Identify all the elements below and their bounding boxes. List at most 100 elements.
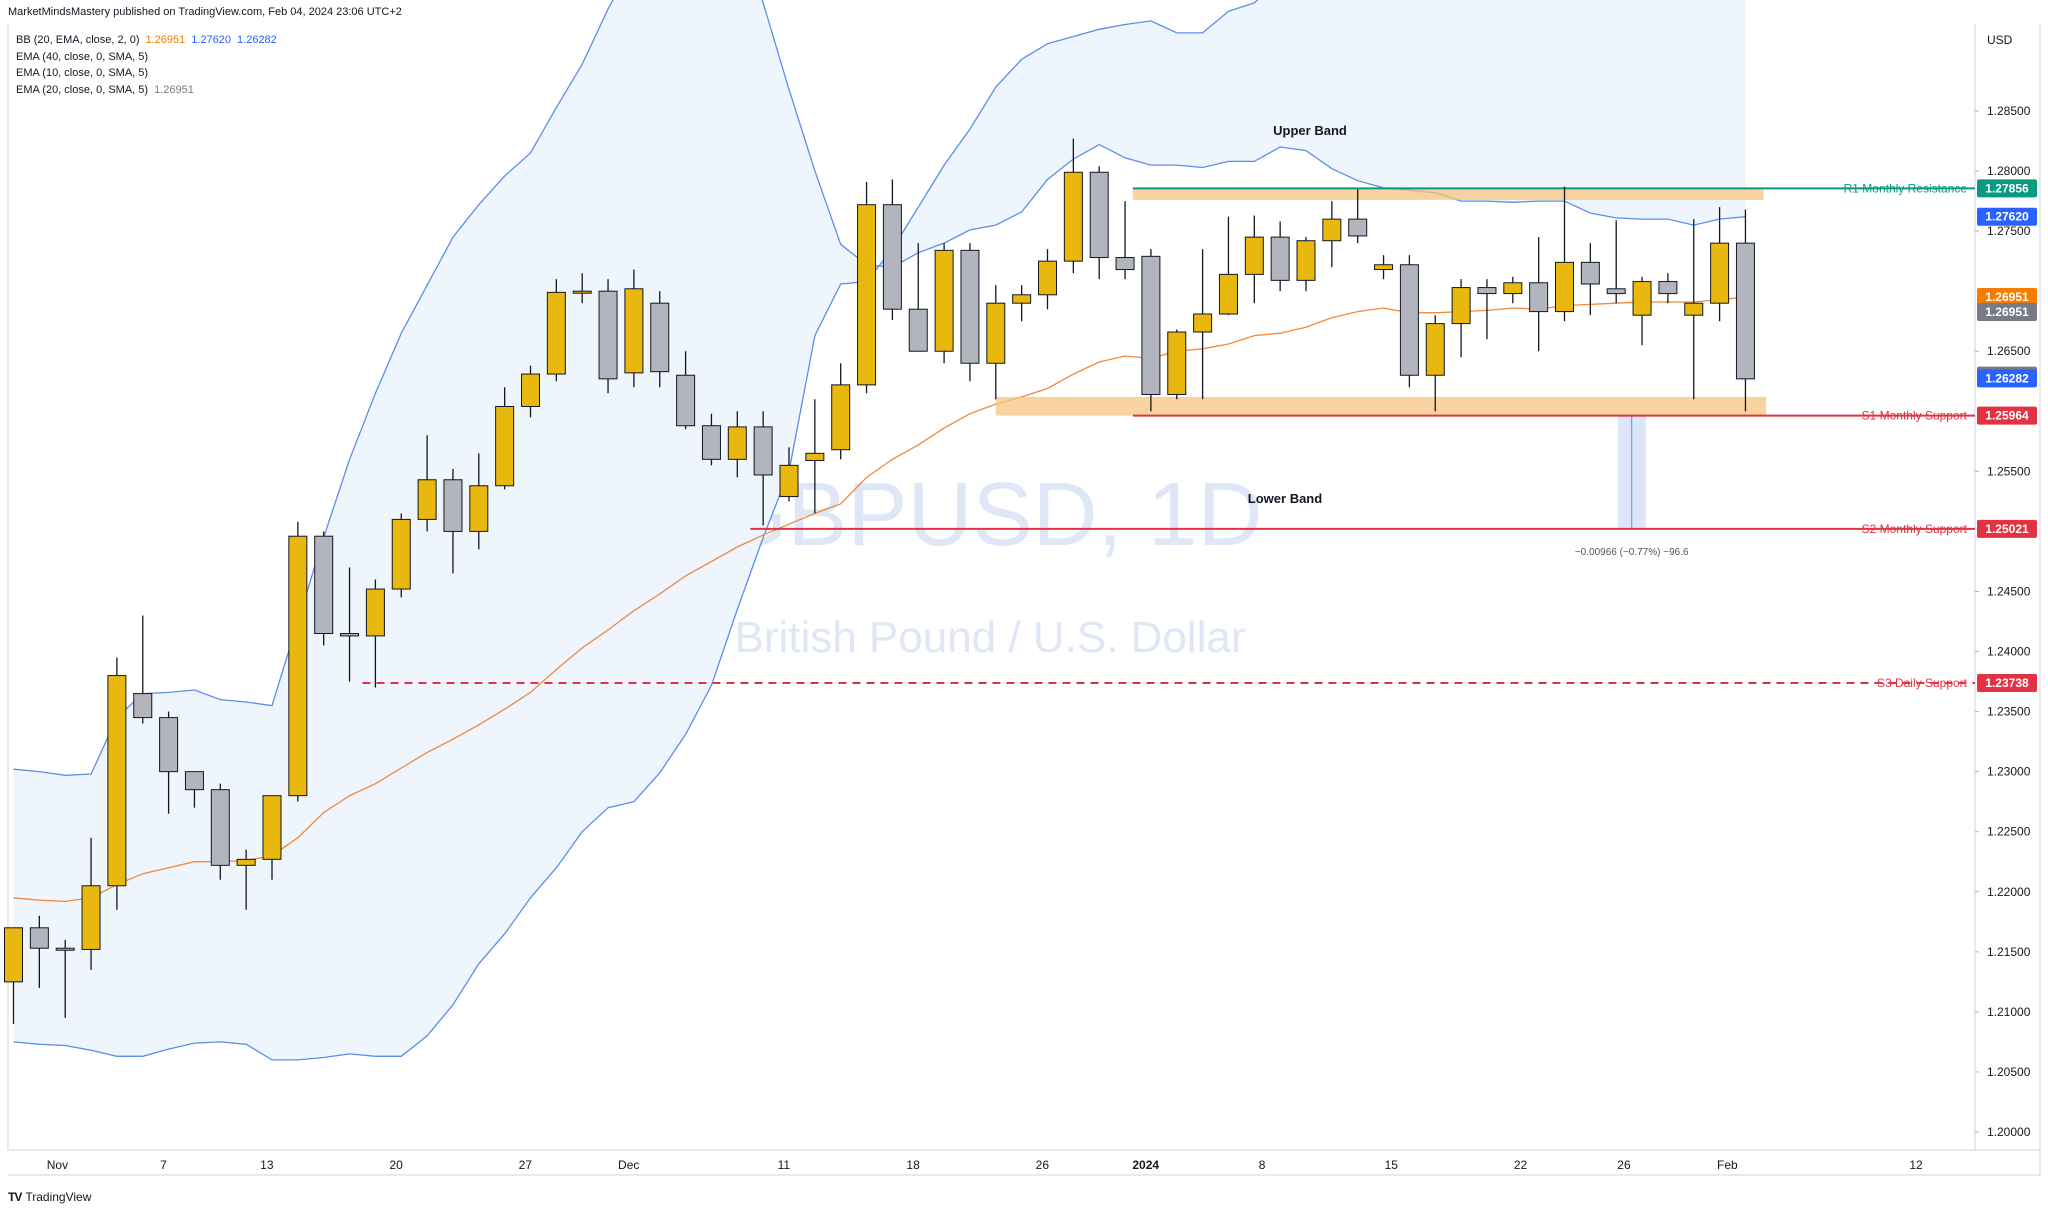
price-badge-label: 1.26951 xyxy=(1985,305,2029,319)
candle xyxy=(55,939,75,1018)
price-badge xyxy=(1977,674,2037,693)
candle xyxy=(1632,276,1652,346)
candle-body xyxy=(1193,313,1213,333)
candle-body xyxy=(650,302,670,373)
legend-label: EMA (40, close, 0, SMA, 5) xyxy=(16,50,149,63)
candle-body xyxy=(1477,287,1497,295)
y-tick-label: 1.28000 xyxy=(1987,164,2031,178)
candle xyxy=(1710,207,1730,322)
candle xyxy=(469,453,489,550)
price-badge xyxy=(1977,406,2037,425)
candle xyxy=(1451,279,1471,358)
level-label: R1 Monthly Resistance xyxy=(1844,181,1968,195)
candle xyxy=(1735,209,1755,412)
upper-band-label: Upper Band xyxy=(1273,123,1347,138)
candle-body xyxy=(495,405,515,487)
candle xyxy=(1477,279,1497,340)
candle-body xyxy=(1555,261,1574,313)
price-badge-label: 1.27620 xyxy=(1985,210,2029,224)
candle xyxy=(288,521,308,802)
legend-value: 1.27620 xyxy=(191,34,232,46)
candle xyxy=(624,269,644,388)
level-label: S1 Monthly Support xyxy=(1862,409,1968,423)
candle xyxy=(1503,276,1523,304)
candle xyxy=(314,531,334,646)
currency-label: USD xyxy=(1987,33,2013,47)
candle xyxy=(701,413,721,466)
candle-body xyxy=(546,291,566,375)
candle xyxy=(960,243,980,382)
tradingview-brand-text: TradingView xyxy=(25,1190,92,1204)
legend-row-ema20[interactable]: EMA (20, close, 0, SMA, 5) 1.26951 xyxy=(16,82,277,99)
candle-body xyxy=(1012,294,1032,304)
x-tick-label: Nov xyxy=(47,1158,68,1172)
legend-row-ema40[interactable]: EMA (40, close, 0, SMA, 5) xyxy=(16,49,277,66)
y-tick-label: 1.22500 xyxy=(1987,825,2031,839)
candle xyxy=(753,411,773,526)
candle-body xyxy=(391,518,411,590)
candle xyxy=(1322,201,1342,268)
candle xyxy=(805,399,825,514)
y-tick-label: 1.21000 xyxy=(1987,1005,2031,1019)
candle-body xyxy=(805,452,825,462)
candle xyxy=(650,291,670,388)
x-tick-label: 13 xyxy=(260,1158,274,1172)
candle xyxy=(1115,201,1135,280)
level-label: S2 Monthly Support xyxy=(1862,522,1968,536)
candle xyxy=(391,513,411,598)
candle-body xyxy=(1167,331,1187,395)
candle xyxy=(1167,329,1187,400)
candle-body xyxy=(1735,242,1755,380)
candle xyxy=(598,279,618,394)
candle xyxy=(210,783,230,880)
price-badge-label: 1.27856 xyxy=(1985,181,2029,195)
tradingview-logo-icon: TV xyxy=(8,1190,22,1204)
candle-body xyxy=(314,535,334,635)
candle xyxy=(1270,221,1290,292)
price-badge xyxy=(1977,179,2037,198)
candle-body xyxy=(779,464,799,498)
candle xyxy=(1244,215,1264,304)
candle xyxy=(1089,166,1109,280)
candle-body xyxy=(236,858,256,866)
x-tick-label: 2024 xyxy=(1132,1158,1159,1172)
candle xyxy=(1580,243,1600,316)
description-watermark: British Pound / U.S. Dollar xyxy=(734,613,1245,662)
candle xyxy=(4,927,23,1024)
candle-body xyxy=(1141,255,1161,395)
candle-body xyxy=(81,885,101,950)
candle xyxy=(1606,220,1626,304)
price-badge-label: 1.26282 xyxy=(1985,371,2029,385)
price-badge-label: 1.25964 xyxy=(1985,409,2029,423)
candle xyxy=(986,285,1006,400)
candle-body xyxy=(133,693,153,719)
y-tick-label: 1.25500 xyxy=(1987,464,2031,478)
legend-value: 1.26282 xyxy=(237,34,277,46)
candle-body xyxy=(469,485,489,532)
candle xyxy=(236,849,256,910)
candle xyxy=(1658,273,1678,304)
indicator-legend: BB (20, EMA, close, 2, 0) 1.26951 1.27620 1… xyxy=(16,32,277,98)
candle xyxy=(1141,249,1161,412)
price-badge-label: 1.26951 xyxy=(1985,290,2029,304)
symbol-watermark: GBPUSD, 1D xyxy=(717,465,1262,565)
candle-body xyxy=(184,771,204,791)
legend-label: BB (20, EMA, close, 2, 0) xyxy=(16,34,140,46)
legend-row-bb[interactable]: BB (20, EMA, close, 2, 0) 1.26951 1.27620 1… xyxy=(16,32,277,49)
level-label: S3 Daily Support xyxy=(1877,676,1968,690)
candle-body xyxy=(1632,281,1652,316)
tradingview-logo[interactable]: TV TradingView xyxy=(8,1190,91,1204)
candle xyxy=(1296,237,1316,292)
candle-body xyxy=(1089,171,1109,259)
y-tick-label: 1.20500 xyxy=(1987,1065,2031,1079)
y-tick-label: 1.28500 xyxy=(1987,104,2031,118)
candle-body xyxy=(1425,323,1445,376)
x-tick-label: 11 xyxy=(778,1158,791,1172)
legend-value: 1.26951 xyxy=(145,34,186,46)
candle-body xyxy=(417,479,437,520)
y-tick-label: 1.23500 xyxy=(1987,705,2031,719)
candle xyxy=(1063,138,1083,274)
legend-row-ema10[interactable]: EMA (10, close, 0, SMA, 5) xyxy=(16,65,277,82)
candle-body xyxy=(1399,264,1419,376)
